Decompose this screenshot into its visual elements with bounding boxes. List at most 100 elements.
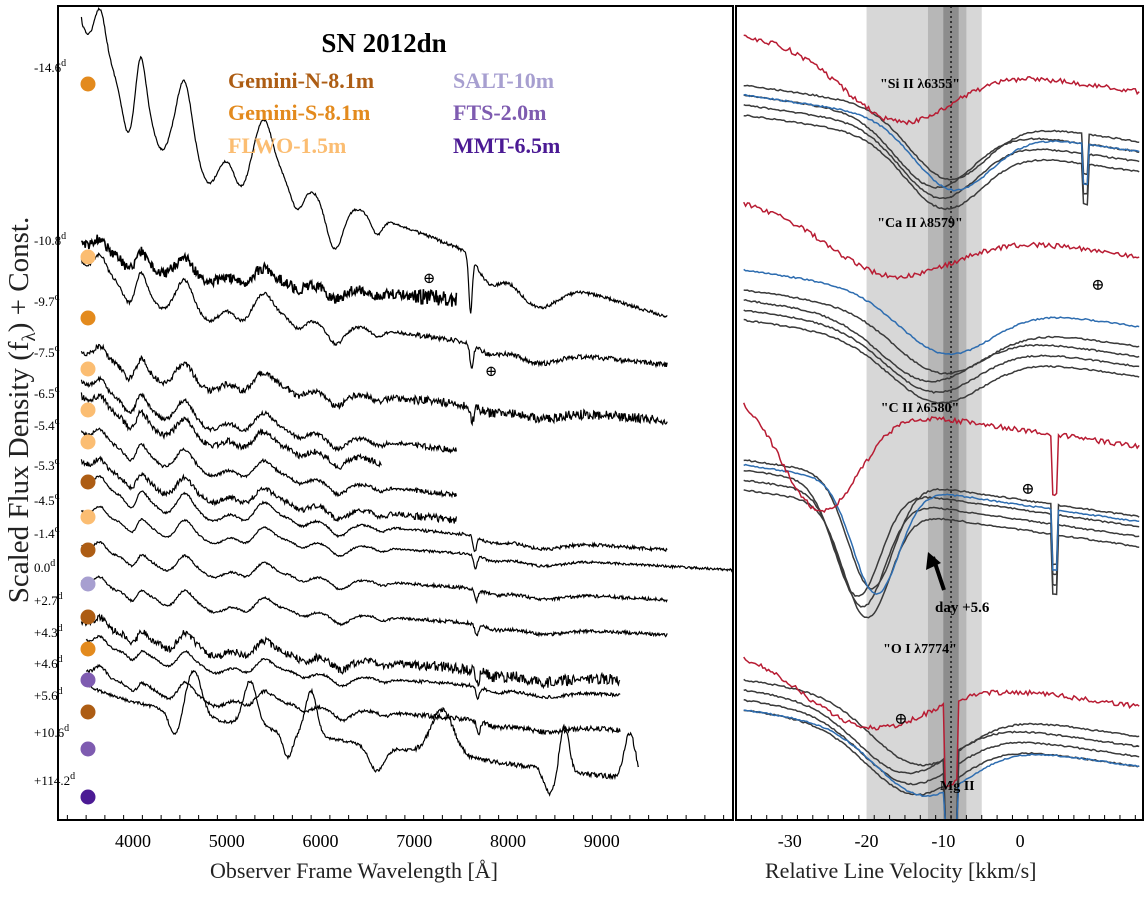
spectrum-line [80, 234, 458, 307]
telluric-marker: ⊕ [894, 711, 907, 728]
x-tick-label: 8000 [490, 831, 526, 851]
telluric-marker: ⊕ [485, 364, 498, 380]
spectrum-line [81, 540, 668, 605]
chart-title: SN 2012dn [321, 28, 446, 58]
annotation-label: day +5.6 [935, 600, 990, 616]
epoch-label: 0.0d [34, 558, 55, 575]
velocity-profile-line [743, 469, 1140, 597]
telluric-marker: ⊕ [423, 271, 436, 287]
velocity-profile-line [743, 709, 1140, 821]
velocity-profile-line [743, 309, 1140, 394]
x-tick-label: 6000 [303, 831, 339, 851]
annotation-arrow-head [926, 552, 941, 570]
spectrum-line [80, 455, 457, 524]
telluric-marker: ⊕ [1091, 277, 1104, 294]
velocity-profile-line [743, 698, 1140, 821]
epoch-marker [80, 672, 96, 688]
epoch-marker [80, 310, 96, 326]
epoch-label: -14.6d [34, 58, 66, 75]
y-axis-title-sub: λ [18, 332, 40, 342]
epoch-marker [80, 609, 96, 625]
y-axis-title: Scaled Flux Density (fλ) + Const. [3, 217, 41, 603]
velocity-profile-line [743, 103, 1140, 200]
spectrum-line [80, 252, 668, 369]
velocity-profile-line [743, 463, 1140, 596]
epoch-marker [80, 402, 96, 418]
x-tick-label: 9000 [584, 831, 620, 851]
x-tick-label: 4000 [115, 831, 151, 851]
spectrum-line [81, 475, 668, 553]
spectrum-line [80, 375, 457, 454]
annotation-label: Mg II [940, 779, 975, 794]
legend-entry: Gemini-S-8.1m [228, 100, 370, 125]
epoch-marker [80, 249, 96, 265]
epoch-marker [80, 434, 96, 450]
epoch-marker [80, 542, 96, 558]
epoch-marker [80, 474, 96, 490]
epoch-label: +10.6d [34, 723, 69, 740]
epoch-marker [80, 789, 96, 805]
epoch-marker [80, 704, 96, 720]
legend-entry: FTS-2.0m [453, 100, 547, 125]
velocity-profile-line [743, 289, 1140, 375]
velocity-profile-line [743, 201, 1140, 281]
y-axis-title-main: Scaled Flux Density (f [3, 341, 36, 604]
line-panel-label: "O I λ7774" [883, 642, 957, 657]
velocity-profile-line [743, 34, 1140, 126]
spectrum-line [80, 7, 668, 318]
x-tick-label: -20 [855, 831, 879, 851]
velocity-profile-line [743, 114, 1140, 211]
epoch-label: +4.6d [34, 654, 63, 671]
legend-entry: MMT-6.5m [453, 133, 560, 158]
spectrum-line [81, 575, 668, 638]
velocity-profile-line [743, 84, 1140, 181]
velocity-profile-line [743, 656, 1140, 789]
x-tick-label: 7000 [396, 831, 432, 851]
spectrum-line [85, 634, 621, 701]
velocity-curves-group [743, 34, 1140, 821]
right-x-axis-title: Relative Line Velocity [kkm/s] [765, 858, 1037, 883]
spectrum-line [80, 392, 382, 470]
x-tick-label: -30 [778, 831, 802, 851]
spectrum-line [80, 505, 733, 573]
velocity-profile-line [743, 93, 1140, 192]
epoch-label: +2.7d [34, 591, 63, 608]
epoch-marker [80, 76, 96, 92]
velocity-profile-line [743, 678, 1140, 821]
epoch-marker [80, 509, 96, 525]
epoch-marker [80, 741, 96, 757]
telluric-marker: ⊕ [1021, 481, 1034, 498]
epoch-label: +114.2d [34, 771, 75, 788]
epoch-marker [80, 361, 96, 377]
line-panel-label: "C II λ6580" [881, 401, 959, 416]
legend-entry: Gemini-N-8.1m [228, 68, 374, 93]
left-x-axis-title: Observer Frame Wavelength [Å] [210, 858, 498, 883]
x-tick-label: 5000 [209, 831, 245, 851]
epoch-marker [80, 576, 96, 592]
spectrum-line [80, 427, 457, 499]
legend-entry: FLWO-1.5m [228, 133, 346, 158]
spectrum-line [80, 343, 668, 427]
epoch-label: +4.3d [34, 623, 63, 640]
velocity-profile-line [743, 459, 1140, 590]
legend-entry: SALT-10m [453, 68, 554, 93]
velocity-profile-line [743, 402, 1140, 513]
x-tick-label: 0 [1016, 831, 1025, 851]
spectrum-line [80, 613, 621, 690]
velocity-profile-line [743, 489, 1140, 619]
line-panel-label: "Ca II λ8579" [877, 216, 962, 231]
epoch-label: +5.6d [34, 686, 63, 703]
velocity-profile-line [743, 268, 1140, 356]
epoch-marker [80, 641, 96, 657]
spectrum-line [85, 663, 621, 736]
x-tick-label: -10 [931, 831, 955, 851]
velocity-profile-line [743, 299, 1140, 383]
line-panel-label: "Si II λ6355" [880, 77, 960, 92]
spectrum-line [85, 669, 640, 797]
right-plot-frame [735, 5, 1144, 821]
y-axis-title-tail: ) + Const. [3, 216, 36, 333]
left-plot-frame [57, 5, 734, 821]
spectra-group [80, 7, 733, 797]
